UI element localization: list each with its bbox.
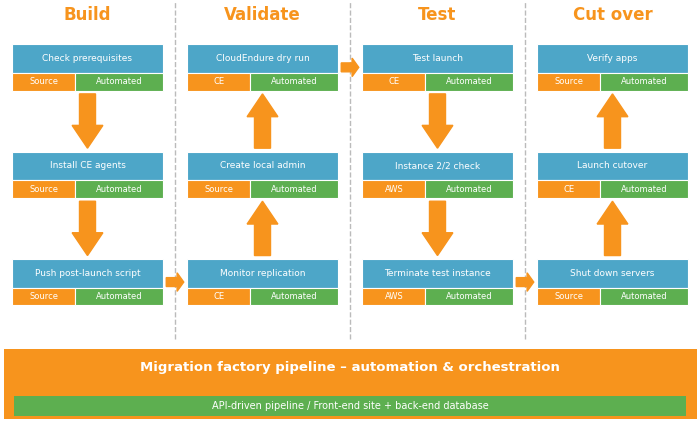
Text: Launch cutover: Launch cutover xyxy=(578,161,648,171)
Polygon shape xyxy=(247,94,278,148)
Text: Check prerequisites: Check prerequisites xyxy=(43,54,132,63)
Text: Test: Test xyxy=(419,6,456,24)
FancyBboxPatch shape xyxy=(14,396,686,416)
Text: Source: Source xyxy=(554,292,583,301)
FancyBboxPatch shape xyxy=(188,44,337,73)
Text: Install CE agents: Install CE agents xyxy=(50,161,125,171)
FancyBboxPatch shape xyxy=(13,44,162,73)
FancyBboxPatch shape xyxy=(538,259,687,288)
Text: Automated: Automated xyxy=(271,184,317,194)
Text: Migration factory pipeline – automation & orchestration: Migration factory pipeline – automation … xyxy=(140,361,560,374)
FancyBboxPatch shape xyxy=(76,288,162,305)
Text: CE: CE xyxy=(564,184,575,194)
FancyBboxPatch shape xyxy=(4,349,696,419)
FancyBboxPatch shape xyxy=(538,73,601,91)
Text: Automated: Automated xyxy=(271,292,317,301)
FancyBboxPatch shape xyxy=(251,180,337,198)
FancyBboxPatch shape xyxy=(13,180,76,198)
Text: CE: CE xyxy=(214,77,225,86)
FancyBboxPatch shape xyxy=(13,288,76,305)
Text: Source: Source xyxy=(29,77,58,86)
FancyBboxPatch shape xyxy=(538,288,601,305)
Text: Build: Build xyxy=(64,6,111,24)
FancyBboxPatch shape xyxy=(13,152,162,180)
Text: Source: Source xyxy=(29,292,58,301)
FancyBboxPatch shape xyxy=(426,73,512,91)
Polygon shape xyxy=(422,94,453,148)
Text: Create local admin: Create local admin xyxy=(220,161,305,171)
Text: Instance 2/2 check: Instance 2/2 check xyxy=(395,161,480,171)
FancyBboxPatch shape xyxy=(363,152,512,180)
FancyBboxPatch shape xyxy=(601,180,687,198)
Text: Automated: Automated xyxy=(271,77,317,86)
FancyBboxPatch shape xyxy=(601,288,687,305)
Text: Cut over: Cut over xyxy=(573,6,652,24)
Polygon shape xyxy=(517,273,533,291)
Polygon shape xyxy=(597,201,628,256)
FancyBboxPatch shape xyxy=(188,152,337,180)
FancyBboxPatch shape xyxy=(251,73,337,91)
FancyBboxPatch shape xyxy=(363,259,512,288)
FancyBboxPatch shape xyxy=(188,259,337,288)
Polygon shape xyxy=(167,273,183,291)
Text: Verify apps: Verify apps xyxy=(587,54,638,63)
FancyBboxPatch shape xyxy=(363,180,426,198)
Text: Source: Source xyxy=(554,77,583,86)
FancyBboxPatch shape xyxy=(538,180,601,198)
Text: AWS: AWS xyxy=(384,292,403,301)
Polygon shape xyxy=(597,94,628,148)
Text: Automated: Automated xyxy=(621,292,667,301)
Text: Source: Source xyxy=(204,184,233,194)
Text: CloudEndure dry run: CloudEndure dry run xyxy=(216,54,309,63)
FancyBboxPatch shape xyxy=(363,288,426,305)
Text: Terminate test instance: Terminate test instance xyxy=(384,269,491,278)
Polygon shape xyxy=(72,94,103,148)
Text: Automated: Automated xyxy=(446,77,492,86)
FancyBboxPatch shape xyxy=(363,73,426,91)
Text: Automated: Automated xyxy=(96,292,142,301)
Polygon shape xyxy=(422,201,453,256)
Text: Test launch: Test launch xyxy=(412,54,463,63)
FancyBboxPatch shape xyxy=(538,152,687,180)
Text: CE: CE xyxy=(389,77,400,86)
FancyBboxPatch shape xyxy=(426,180,512,198)
FancyBboxPatch shape xyxy=(538,44,687,73)
Text: Automated: Automated xyxy=(446,292,492,301)
FancyBboxPatch shape xyxy=(188,73,251,91)
FancyBboxPatch shape xyxy=(426,288,512,305)
Text: AWS: AWS xyxy=(384,184,403,194)
Text: Automated: Automated xyxy=(446,184,492,194)
Text: Source: Source xyxy=(29,184,58,194)
FancyBboxPatch shape xyxy=(13,259,162,288)
Polygon shape xyxy=(72,201,103,256)
Text: Automated: Automated xyxy=(96,184,142,194)
FancyBboxPatch shape xyxy=(601,73,687,91)
FancyBboxPatch shape xyxy=(76,73,162,91)
Text: Automated: Automated xyxy=(621,184,667,194)
Polygon shape xyxy=(247,201,278,256)
Text: Automated: Automated xyxy=(96,77,142,86)
FancyBboxPatch shape xyxy=(251,288,337,305)
FancyBboxPatch shape xyxy=(13,73,76,91)
Text: Monitor replication: Monitor replication xyxy=(220,269,305,278)
FancyBboxPatch shape xyxy=(188,180,251,198)
Polygon shape xyxy=(342,58,358,77)
Text: API-driven pipeline / Front-end site + back-end database: API-driven pipeline / Front-end site + b… xyxy=(211,401,489,411)
FancyBboxPatch shape xyxy=(363,44,512,73)
FancyBboxPatch shape xyxy=(188,288,251,305)
Text: Push post-launch script: Push post-launch script xyxy=(35,269,140,278)
Text: Shut down servers: Shut down servers xyxy=(570,269,655,278)
Text: Automated: Automated xyxy=(621,77,667,86)
Text: CE: CE xyxy=(214,292,225,301)
Text: Validate: Validate xyxy=(224,6,301,24)
FancyBboxPatch shape xyxy=(76,180,162,198)
